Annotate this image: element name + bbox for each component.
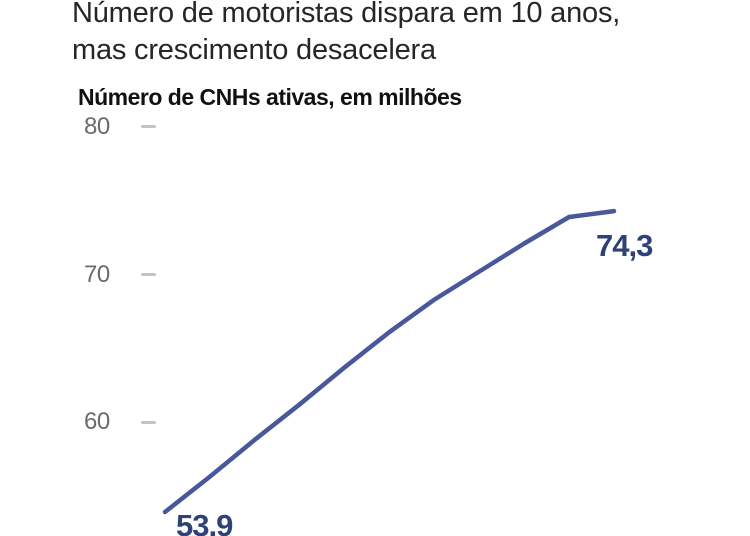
page-title: Número de motoristas dispara em 10 anos,… [72,0,620,69]
end-value-label: 74,3 [596,228,653,263]
y-axis-tick-label-60: 60 [84,408,110,435]
trend-line [162,208,617,515]
page-title-line-1: Número de motoristas dispara em 10 anos, [72,0,621,30]
y-axis-tick-mark-80 [141,125,156,128]
y-axis-tick-mark-60 [141,421,156,424]
y-axis-tick-mark-70 [141,273,156,276]
chart-subtitle: Número de CNHs ativas, em milhões [78,84,462,110]
start-value-label: 53,9 [176,508,233,536]
page-title-line-2: mas crescimento desacelera [72,34,436,67]
y-axis-tick-label-80: 80 [84,113,110,140]
y-axis-tick-label-70: 70 [84,261,110,288]
